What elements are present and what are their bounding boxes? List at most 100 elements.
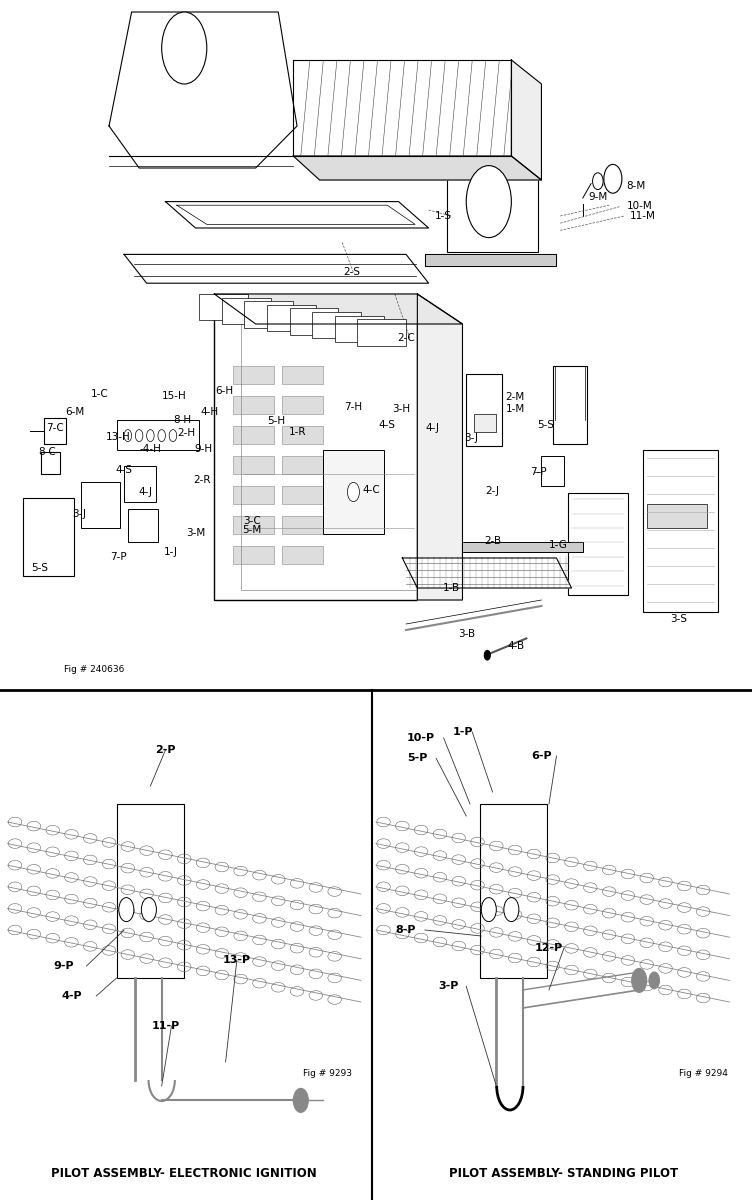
- Circle shape: [124, 430, 132, 442]
- Text: 4-S: 4-S: [379, 420, 396, 430]
- Text: 1-P: 1-P: [452, 727, 473, 737]
- Circle shape: [593, 173, 603, 190]
- Text: 5-H: 5-H: [267, 416, 285, 426]
- Text: 7-P: 7-P: [111, 552, 127, 562]
- Text: 4-J: 4-J: [426, 424, 439, 433]
- Text: 11-P: 11-P: [151, 1021, 180, 1031]
- Bar: [244, 301, 293, 328]
- Text: 3-M: 3-M: [186, 528, 205, 538]
- Text: 2-J: 2-J: [485, 486, 499, 496]
- Bar: [357, 319, 406, 346]
- Text: 4-H: 4-H: [200, 407, 218, 416]
- Text: 2-P: 2-P: [155, 745, 176, 755]
- Bar: [647, 504, 707, 528]
- Text: 6-P: 6-P: [531, 751, 552, 761]
- Polygon shape: [124, 254, 429, 283]
- Text: 7-P: 7-P: [530, 467, 547, 476]
- Text: 3-J: 3-J: [464, 433, 478, 443]
- Bar: [41, 452, 60, 474]
- Bar: [312, 312, 361, 338]
- Bar: [323, 450, 384, 534]
- Bar: [480, 804, 547, 978]
- Polygon shape: [511, 60, 541, 180]
- Text: 2-H: 2-H: [177, 428, 196, 438]
- Text: PILOT ASSEMBLY- ELECTRONIC IGNITION: PILOT ASSEMBLY- ELECTRONIC IGNITION: [51, 1168, 317, 1180]
- Bar: [466, 374, 502, 446]
- Text: 2-S: 2-S: [344, 268, 360, 277]
- Text: Fig # 9294: Fig # 9294: [679, 1069, 727, 1079]
- Bar: [553, 366, 587, 444]
- Text: 4-C: 4-C: [362, 485, 381, 494]
- Bar: [233, 396, 274, 414]
- Bar: [282, 456, 323, 474]
- Bar: [541, 456, 564, 486]
- Bar: [376, 702, 752, 1200]
- Text: 3-S: 3-S: [671, 614, 687, 624]
- Bar: [474, 414, 496, 432]
- Text: 3-P: 3-P: [438, 982, 459, 991]
- Bar: [233, 516, 274, 534]
- Text: 9-H: 9-H: [194, 444, 212, 454]
- Bar: [568, 493, 628, 595]
- Circle shape: [141, 898, 156, 922]
- Bar: [643, 450, 718, 612]
- Circle shape: [135, 430, 143, 442]
- Bar: [290, 308, 338, 335]
- Circle shape: [147, 430, 154, 442]
- Bar: [222, 298, 271, 324]
- Circle shape: [466, 166, 511, 238]
- Bar: [282, 396, 323, 414]
- Bar: [124, 466, 156, 502]
- Circle shape: [293, 1088, 308, 1112]
- Text: 2-B: 2-B: [484, 536, 501, 546]
- Text: 4-P: 4-P: [61, 991, 82, 1001]
- Text: 15-H: 15-H: [162, 391, 186, 401]
- Polygon shape: [293, 156, 541, 180]
- Text: 3-J: 3-J: [72, 509, 86, 518]
- Bar: [462, 542, 583, 552]
- Bar: [233, 456, 274, 474]
- Text: 9-M: 9-M: [588, 192, 608, 202]
- Circle shape: [169, 430, 177, 442]
- Circle shape: [649, 972, 660, 989]
- Text: 2-C: 2-C: [397, 334, 415, 343]
- Text: PILOT ASSEMBLY- STANDING PILOT: PILOT ASSEMBLY- STANDING PILOT: [450, 1168, 678, 1180]
- Text: 4-B: 4-B: [508, 641, 524, 650]
- Text: 7-C: 7-C: [46, 424, 64, 433]
- Circle shape: [481, 898, 496, 922]
- Text: 5-S: 5-S: [538, 420, 554, 430]
- Polygon shape: [214, 294, 462, 324]
- Text: 6-H: 6-H: [215, 386, 233, 396]
- Bar: [214, 294, 417, 600]
- Bar: [233, 426, 274, 444]
- Polygon shape: [402, 558, 572, 588]
- Text: 8-H: 8-H: [174, 415, 192, 425]
- Text: 1-M: 1-M: [505, 404, 525, 414]
- Polygon shape: [293, 60, 511, 156]
- Circle shape: [119, 898, 134, 922]
- Polygon shape: [109, 12, 297, 168]
- Text: 10-P: 10-P: [407, 733, 435, 743]
- Text: Fig # 9293: Fig # 9293: [302, 1069, 352, 1079]
- Bar: [233, 486, 274, 504]
- Bar: [233, 546, 274, 564]
- Circle shape: [484, 650, 490, 660]
- Text: 5-M: 5-M: [242, 526, 262, 535]
- Bar: [128, 509, 158, 542]
- Text: 3-C: 3-C: [243, 516, 261, 526]
- Circle shape: [632, 968, 647, 992]
- Text: 4-J: 4-J: [138, 487, 152, 497]
- Text: 1-S: 1-S: [435, 211, 452, 221]
- Bar: [282, 426, 323, 444]
- Text: 2-R: 2-R: [193, 475, 211, 485]
- Bar: [199, 294, 248, 320]
- Text: 1-G: 1-G: [548, 540, 568, 550]
- Bar: [282, 486, 323, 504]
- Bar: [23, 498, 74, 576]
- Bar: [267, 305, 316, 331]
- Bar: [335, 316, 384, 342]
- Bar: [282, 516, 323, 534]
- Bar: [81, 482, 120, 528]
- Text: 13-P: 13-P: [223, 955, 251, 965]
- Bar: [447, 150, 538, 252]
